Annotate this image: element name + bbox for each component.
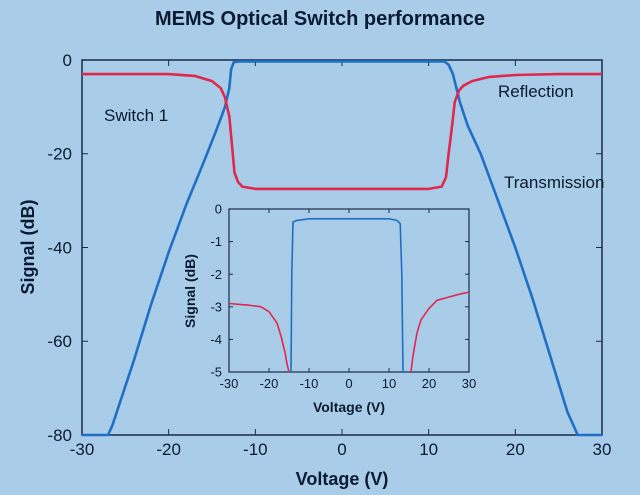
main-x-tick-label: 20 — [506, 440, 525, 459]
main-x-ticks: -30 -20 -10 0 10 20 30 — [70, 60, 612, 459]
inset-y-tick-label: -2 — [210, 267, 222, 282]
inset-y-axis-label: Signal (dB) — [182, 254, 198, 328]
inset-y-tick-label: -1 — [210, 234, 222, 249]
inset-series — [228, 218, 470, 373]
inset-x-tick-label: 0 — [345, 376, 352, 391]
inset-series-1-line — [228, 302, 290, 373]
main-x-tick-label: 30 — [593, 440, 612, 459]
main-x-tick-label: 0 — [337, 440, 346, 459]
x-axis-label: Voltage (V) — [296, 469, 389, 489]
main-y-tick-label: -60 — [47, 332, 72, 351]
inset-x-ticks: -30 -20 -10 0 10 20 30 — [220, 209, 476, 391]
chart-title: MEMS Optical Switch performance — [154, 8, 486, 30]
inset-y-tick-label: -5 — [210, 365, 222, 380]
inset-x-axis-label: Voltage (V) — [313, 399, 385, 415]
main-x-tick-label: -30 — [70, 440, 95, 459]
main-transmission-line — [82, 60, 602, 437]
main-y-tick-label: -80 — [47, 426, 72, 445]
main-x-tick-label: -20 — [156, 440, 181, 459]
inset-y-tick-label: 0 — [215, 202, 222, 217]
annotation-switch-1: Switch 1 — [104, 106, 168, 125]
main-reflection-line — [82, 72, 602, 191]
main-y-tick-label: 0 — [63, 51, 72, 70]
inset-x-tick-label: 30 — [462, 376, 476, 391]
annotation-transmission: Transmission — [504, 173, 604, 192]
inset-plot-area — [228, 208, 470, 373]
main-y-tick-label: -40 — [47, 238, 72, 257]
main-x-tick-label: -10 — [243, 440, 268, 459]
inset-series-0-line — [290, 218, 404, 373]
annotation-reflection: Reflection — [498, 82, 574, 101]
inset-x-tick-label: -10 — [300, 376, 319, 391]
inset-y-tick-label: -3 — [210, 299, 222, 314]
main-series — [82, 60, 602, 437]
main-x-tick-label: 10 — [419, 440, 438, 459]
inset-y-tick-label: -4 — [210, 332, 222, 347]
inset-x-tick-label: 20 — [422, 376, 436, 391]
y-axis-label: Signal (dB) — [18, 200, 38, 295]
inset-series-2-line — [410, 291, 470, 373]
inset-x-tick-label: -20 — [260, 376, 279, 391]
inset-y-ticks: 0 -1 -2 -3 -4 -5 — [210, 202, 469, 380]
main-y-tick-label: -20 — [47, 145, 72, 164]
inset-x-tick-label: -30 — [220, 376, 239, 391]
main-y-ticks: 0-20-40-60-80 — [47, 51, 602, 445]
inset-x-tick-label: 10 — [382, 376, 396, 391]
